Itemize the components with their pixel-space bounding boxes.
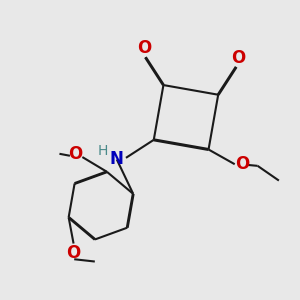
Text: O: O xyxy=(68,146,82,164)
Text: O: O xyxy=(235,155,249,173)
Text: O: O xyxy=(66,244,81,262)
Text: O: O xyxy=(137,39,151,57)
Text: O: O xyxy=(231,49,245,67)
Text: N: N xyxy=(110,151,124,169)
Text: H: H xyxy=(97,144,108,158)
